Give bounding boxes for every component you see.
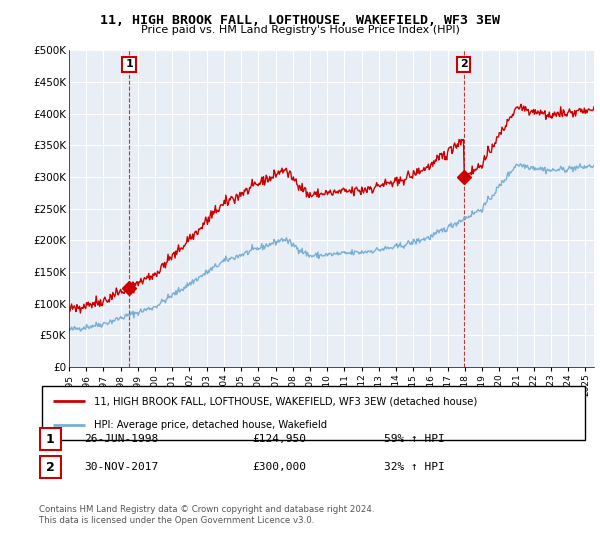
Text: 1: 1: [46, 432, 55, 446]
Text: 59% ↑ HPI: 59% ↑ HPI: [384, 434, 445, 444]
Text: HPI: Average price, detached house, Wakefield: HPI: Average price, detached house, Wake…: [94, 419, 327, 430]
Text: 2: 2: [46, 460, 55, 474]
Text: 26-JUN-1998: 26-JUN-1998: [84, 434, 158, 444]
Text: 1: 1: [125, 59, 133, 69]
Text: 11, HIGH BROOK FALL, LOFTHOUSE, WAKEFIELD, WF3 3EW: 11, HIGH BROOK FALL, LOFTHOUSE, WAKEFIEL…: [100, 14, 500, 27]
Text: £124,950: £124,950: [252, 434, 306, 444]
Text: Contains HM Land Registry data © Crown copyright and database right 2024.
This d: Contains HM Land Registry data © Crown c…: [39, 505, 374, 525]
Text: £300,000: £300,000: [252, 462, 306, 472]
Text: 30-NOV-2017: 30-NOV-2017: [84, 462, 158, 472]
Text: 32% ↑ HPI: 32% ↑ HPI: [384, 462, 445, 472]
Text: 2: 2: [460, 59, 467, 69]
Text: 11, HIGH BROOK FALL, LOFTHOUSE, WAKEFIELD, WF3 3EW (detached house): 11, HIGH BROOK FALL, LOFTHOUSE, WAKEFIEL…: [94, 396, 477, 407]
Text: Price paid vs. HM Land Registry's House Price Index (HPI): Price paid vs. HM Land Registry's House …: [140, 25, 460, 35]
